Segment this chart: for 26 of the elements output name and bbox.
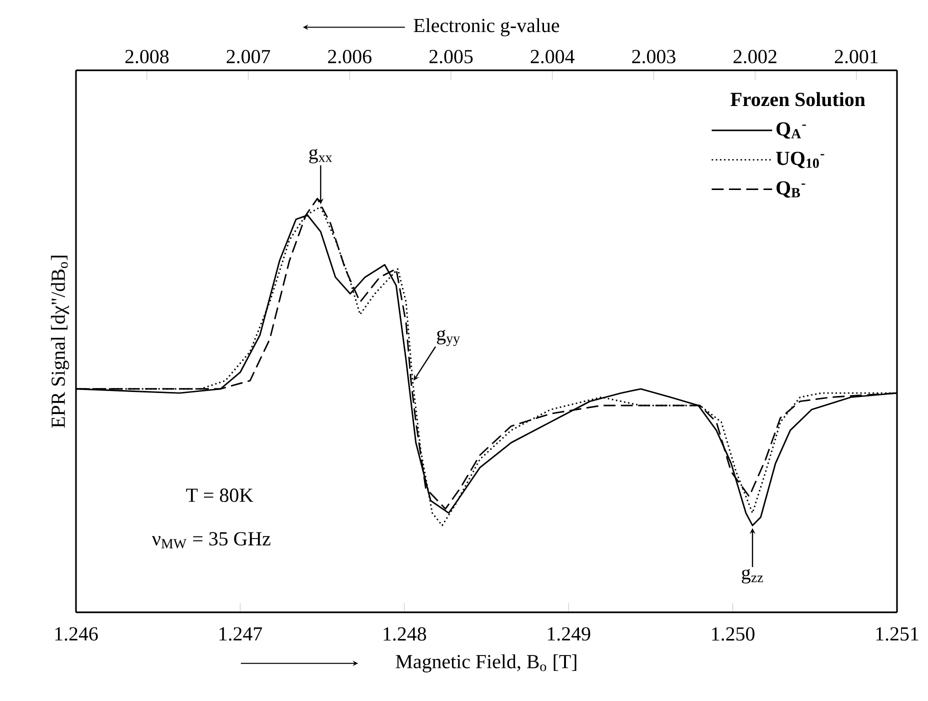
x2-tick-label: 2.002 [734,50,776,64]
x-axis-title: Magnetic Field, B$_{o}$ [T] [396,654,576,672]
x2-tick-label: 2.006 [328,50,372,64]
annotation: ν$_{MW}$ = 35 GHz [152,532,270,548]
annotation: T = 80K [186,488,254,502]
legend-title: Frozen Solution [730,92,866,106]
x-tick-label: 1.249 [548,627,590,641]
annotation: g$_{yy}$ [436,330,460,346]
x-tick-label: 1.246 [55,627,98,641]
legend-label: Q$_{A}$- [776,122,806,139]
x-tick-label: 1.251 [876,627,918,641]
y-axis-title: EPR Signal [dχ"/dB$_{o}$] [50,256,70,428]
x2-tick-label: 2.004 [530,50,574,64]
x2-tick-label: 2.008 [125,50,169,64]
x-tick-label: 1.248 [384,627,426,641]
legend-label: UQ$_{10}$- [776,152,824,168]
x2-tick-label: 2.003 [632,50,676,64]
annotation: g$_{zz}$ [742,568,763,584]
annotation: g$_{xx}$ [309,148,332,164]
legend-label: Q$_{B}$- [776,181,806,198]
x-tick-label: 1.247 [220,627,262,641]
x2-tick-label: 2.001 [834,50,878,64]
x2-axis-title: Electronic g-value [414,18,560,36]
x-tick-label: 1.250 [712,627,754,641]
x2-tick-label: 2.005 [429,50,473,64]
x2-tick-label: 2.007 [226,50,270,64]
